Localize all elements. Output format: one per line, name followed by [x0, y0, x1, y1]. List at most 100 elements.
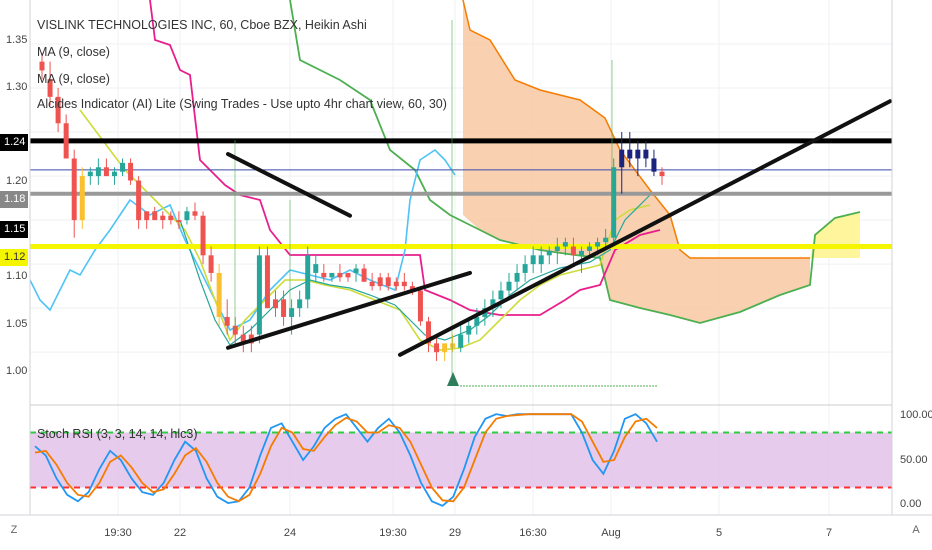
- osc-tick-label: 100.00: [900, 409, 932, 421]
- trend-line: [226, 270, 472, 350]
- candle-body: [176, 220, 182, 223]
- stoch-rsi-panel: [30, 404, 892, 507]
- candle-body: [256, 255, 262, 335]
- candle-body: [417, 290, 423, 322]
- candle-body: [530, 255, 536, 265]
- candle-body: [651, 158, 657, 172]
- candle-body: [361, 268, 367, 282]
- candle-body: [103, 167, 109, 177]
- candle-body: [377, 277, 383, 287]
- candle-body: [659, 171, 665, 177]
- candle-body: [627, 149, 633, 159]
- candle-body: [224, 316, 230, 326]
- candle-body: [353, 268, 359, 273]
- candle-body: [587, 246, 593, 251]
- candle-body: [321, 272, 327, 278]
- candle-body: [160, 215, 166, 221]
- y-tick-label: 1.10: [6, 270, 28, 282]
- candle-body: [305, 255, 311, 300]
- oscillator-legend[interactable]: Stoch RSI (3, 3, 14, 14, hlc3): [37, 427, 198, 441]
- timezone-toggle-button[interactable]: Z: [10, 524, 18, 536]
- candle-body: [240, 334, 246, 344]
- chart-title: VISLINK TECHNOLOGIES INC, 60, Cboe BZX, …: [37, 18, 367, 32]
- candle-body: [111, 171, 117, 177]
- x-tick-label: 29: [448, 527, 462, 539]
- candle-body: [562, 242, 568, 247]
- y-tick-label: 1.05: [6, 318, 28, 330]
- candle-body: [619, 149, 625, 168]
- candle-body: [337, 272, 343, 278]
- candle-body: [442, 343, 448, 353]
- candle-body: [514, 272, 520, 282]
- candle-body: [313, 264, 319, 273]
- candle-body: [329, 272, 335, 278]
- candle-body: [47, 79, 53, 97]
- candle-body: [635, 149, 641, 159]
- candle-body: [425, 321, 431, 344]
- candle-body: [200, 215, 206, 256]
- candle-body: [192, 211, 198, 216]
- trend-line: [226, 152, 352, 218]
- osc-tick-label: 0.00: [900, 498, 922, 510]
- x-tick-label: 7: [825, 527, 833, 539]
- indicator-legend-alcides[interactable]: Alcides Indicator (AI) Lite (Swing Trade…: [37, 97, 447, 111]
- candle-body: [345, 272, 351, 278]
- candle-body: [95, 167, 101, 177]
- buy-signal-marker: [447, 372, 459, 386]
- y-tick-label: 1.30: [6, 81, 28, 93]
- candle-body: [281, 299, 287, 317]
- indicator-lines: [29, 0, 661, 351]
- candle-body: [71, 158, 77, 221]
- candle-body: [498, 290, 504, 300]
- indicator-legend-ma1[interactable]: MA (9, close): [37, 45, 110, 59]
- x-tick-label: 19:30: [104, 527, 132, 539]
- price-tag-1-15: 1.15: [0, 221, 28, 238]
- cloud-fill: [463, 0, 810, 323]
- candle-body: [273, 299, 279, 309]
- candle-body: [144, 211, 150, 221]
- candle-body: [136, 180, 142, 221]
- candle-body: [578, 250, 584, 256]
- x-tick-label: 5: [715, 527, 723, 539]
- osc-tick-label: 50.00: [900, 454, 928, 466]
- candle-body: [87, 171, 93, 177]
- candle-body: [289, 308, 295, 317]
- candle-body: [297, 299, 303, 309]
- candle-body: [554, 246, 560, 251]
- candle-body: [450, 343, 456, 348]
- candle-body: [603, 237, 609, 243]
- indicator-legend-ma2[interactable]: MA (9, close): [37, 72, 110, 86]
- candle-body: [595, 242, 601, 247]
- candle-body: [434, 343, 440, 353]
- x-tick-label: 16:30: [519, 527, 547, 539]
- candle-body: [385, 277, 391, 287]
- y-tick-label: 1.35: [6, 34, 28, 46]
- candle-body: [401, 281, 407, 287]
- x-tick-label: 24: [283, 527, 297, 539]
- y-tick-label: 1.00: [6, 365, 28, 377]
- stoch-d-line: [34, 413, 658, 503]
- candle-body: [570, 246, 576, 256]
- candle-body: [474, 316, 480, 326]
- trend-line: [398, 99, 892, 357]
- candle-body: [264, 255, 270, 309]
- candle-body: [152, 211, 158, 221]
- y-tick-label: 1.20: [6, 175, 28, 187]
- candle-body: [55, 96, 61, 124]
- trend-lines[interactable]: [226, 99, 892, 357]
- candle-body: [168, 215, 174, 221]
- candle-body: [490, 299, 496, 309]
- candle-body: [546, 250, 552, 256]
- cloud-span-a: [462, 0, 810, 259]
- price-tag-1-12: 1.12: [0, 249, 28, 266]
- candle-body: [232, 325, 238, 335]
- candle-body: [128, 162, 134, 181]
- alcides-line: [149, 0, 661, 316]
- x-tick-label: 19:30: [379, 527, 407, 539]
- candle-body: [466, 325, 472, 335]
- candle-body: [184, 211, 190, 221]
- x-tick-label: 22: [173, 527, 187, 539]
- candle-body: [79, 176, 85, 221]
- auto-scale-button[interactable]: A: [912, 524, 920, 536]
